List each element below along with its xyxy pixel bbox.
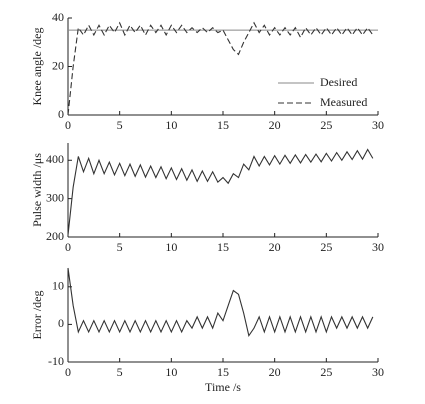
legend-label: Measured (320, 95, 367, 109)
data-line (67, 267, 374, 338)
x-tick-label: 20 (269, 118, 281, 132)
y-tick-label: 400 (46, 152, 64, 166)
x-tick-label: 15 (217, 240, 229, 254)
x-tick-label: 10 (165, 118, 177, 132)
y-tick-label: -10 (48, 354, 64, 368)
x-tick-label: 0 (65, 365, 71, 379)
y-tick-label: 0 (58, 107, 64, 121)
y-tick-label: 300 (46, 190, 64, 204)
y-tick-label: 20 (52, 58, 64, 72)
x-tick-label: 15 (217, 118, 229, 132)
x-tick-label: 20 (269, 365, 281, 379)
x-tick-label: 25 (320, 240, 332, 254)
x-tick-label: 25 (320, 118, 332, 132)
x-tick-label: 30 (372, 118, 384, 132)
x-tick-label: 5 (117, 365, 123, 379)
x-axis-label: Time /s (205, 380, 241, 394)
x-tick-label: 10 (165, 240, 177, 254)
data-line (67, 21, 374, 116)
x-tick-label: 15 (217, 365, 229, 379)
x-tick-label: 30 (372, 240, 384, 254)
x-tick-label: 0 (65, 118, 71, 132)
y-axis-label: Pulse width /μs (30, 153, 44, 227)
legend-label: Desired (320, 75, 357, 89)
x-tick-label: 25 (320, 365, 332, 379)
x-tick-label: 10 (165, 365, 177, 379)
x-tick-label: 20 (269, 240, 281, 254)
y-axis-label: Error /deg (30, 291, 44, 340)
x-tick-label: 30 (372, 365, 384, 379)
y-tick-label: 10 (52, 279, 64, 293)
data-line (67, 148, 374, 236)
x-tick-label: 5 (117, 118, 123, 132)
y-tick-label: 200 (46, 229, 64, 243)
y-tick-label: 40 (52, 10, 64, 24)
x-tick-label: 0 (65, 240, 71, 254)
y-tick-label: 0 (58, 316, 64, 330)
y-axis-label: Knee angle /deg (30, 28, 44, 106)
x-tick-label: 5 (117, 240, 123, 254)
